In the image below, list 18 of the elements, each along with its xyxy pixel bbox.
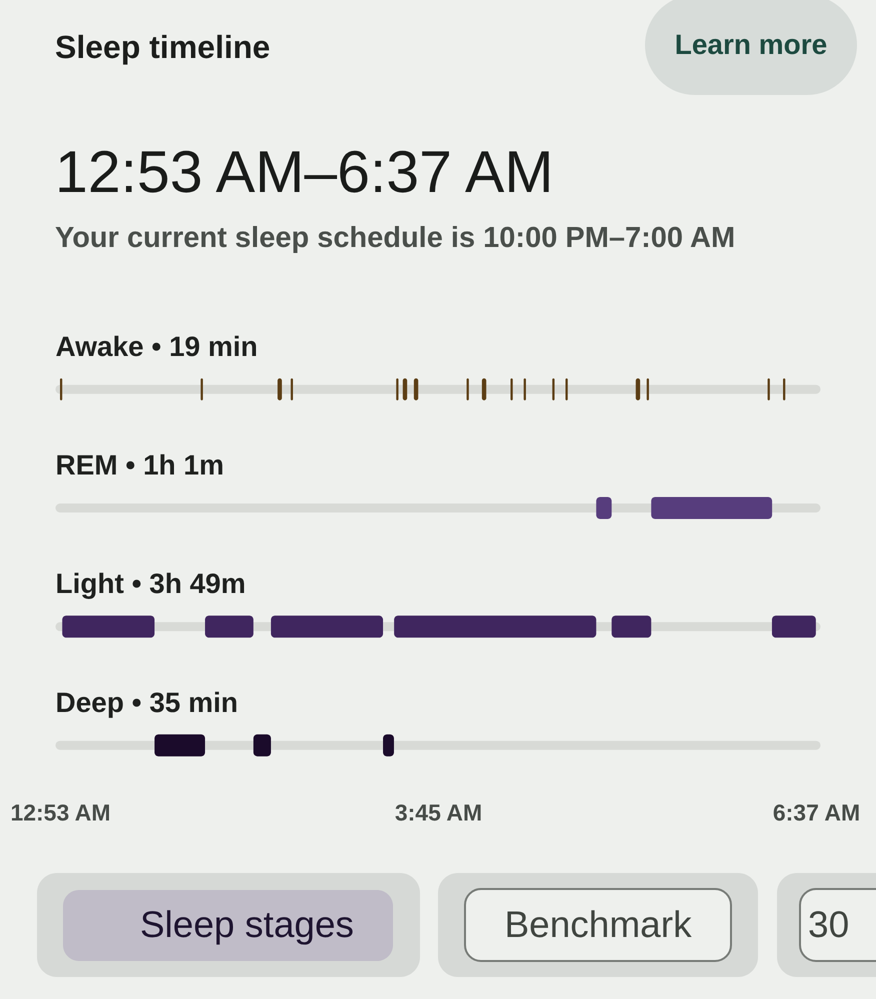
x-tick-label: 6:37 AM <box>772 800 860 826</box>
text: Sleep stages <box>140 904 354 945</box>
bar <box>552 378 555 400</box>
x-tick-label: 12:53 AM <box>10 800 111 826</box>
y-tick-label: Light • 3h 49m <box>56 568 246 600</box>
text: 30 <box>808 904 850 945</box>
y-tick-label: REM • 1h 1m <box>56 450 224 480</box>
text: Your current sleep schedule is 10:00 PM–7:00 AM <box>55 222 736 254</box>
x-tick-label: 3:45 AM <box>394 800 482 826</box>
y-tick-label: Deep • 35 min <box>56 686 238 718</box>
chart-subtitle: 12:53 AM–6:37 AM <box>55 139 554 205</box>
text: Benchmark <box>504 904 692 945</box>
bar <box>414 378 418 400</box>
chart-title: Sleep timeline <box>55 29 270 65</box>
text: Learn more <box>674 29 828 60</box>
y-tick-label: Awake • 19 min <box>56 330 258 362</box>
bar <box>482 378 486 400</box>
bar <box>636 378 640 400</box>
